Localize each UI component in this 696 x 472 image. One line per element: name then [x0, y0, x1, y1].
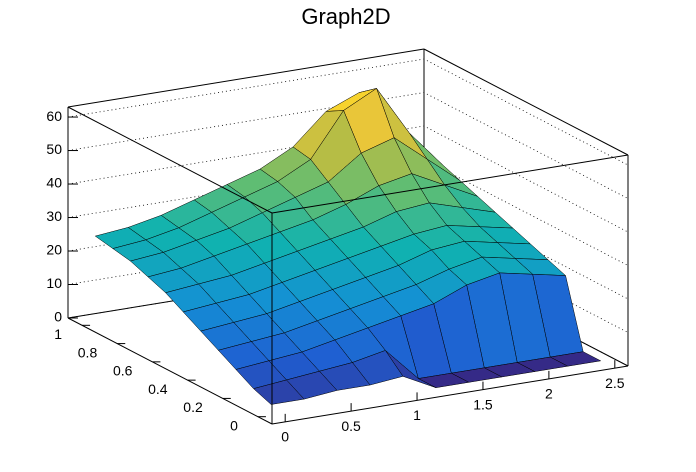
- z-tick-label: 60: [46, 108, 62, 124]
- grid-line: [67, 92, 629, 199]
- y-tick-label: 0.6: [113, 363, 133, 379]
- grid-line: [67, 125, 629, 233]
- box-edge: [271, 365, 629, 425]
- z-tick-label: 20: [46, 242, 62, 258]
- y-tick-label: 0: [230, 417, 238, 433]
- y-tick-label: 1: [54, 326, 62, 342]
- y-tick-label: 0.2: [183, 399, 203, 415]
- x-tick-label: 0: [281, 429, 289, 445]
- x-tick-label: 2.5: [605, 375, 625, 391]
- y-tick-label: 0.4: [148, 381, 168, 397]
- y-tick-label: 0.8: [78, 344, 98, 360]
- z-tick-label: 50: [46, 141, 62, 157]
- x-tick-label: 2: [545, 386, 553, 402]
- box-edge: [67, 48, 425, 108]
- x-tick-label: 1: [413, 407, 421, 423]
- box-edge: [67, 317, 273, 425]
- z-tick-label: 10: [46, 275, 62, 291]
- z-tick-label: 30: [46, 208, 62, 224]
- chart-title: Graph2D: [301, 4, 390, 29]
- z-tick-label: 0: [54, 309, 62, 325]
- x-tick-label: 0.5: [341, 418, 361, 434]
- box-edge: [67, 106, 273, 214]
- surface-cell: [253, 379, 305, 405]
- z-tick-label: 40: [46, 175, 62, 191]
- grid-line: [67, 58, 629, 166]
- box-edge: [423, 48, 629, 156]
- box-edge: [271, 154, 629, 214]
- x-tick-label: 1.5: [473, 396, 493, 412]
